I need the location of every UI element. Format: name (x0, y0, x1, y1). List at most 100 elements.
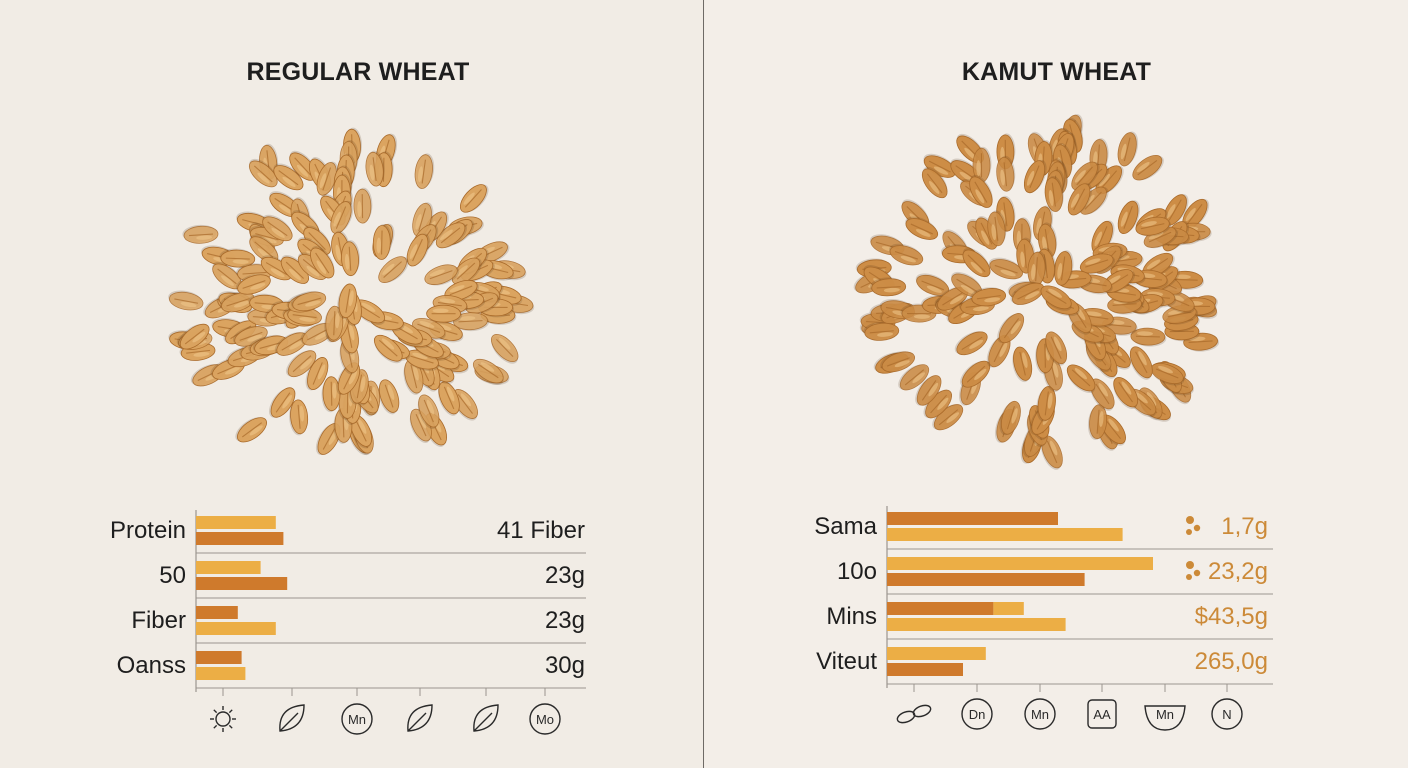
aa-jar-icon: AA (1087, 699, 1117, 729)
value-label: 1,7g (1221, 513, 1268, 540)
value-label: 23g (545, 562, 585, 589)
leaves-icon (279, 704, 305, 732)
bar-series-1 (887, 557, 1153, 570)
wheat-grain (997, 313, 1025, 344)
value-label: 23,2g (1208, 558, 1268, 585)
category-label: Viteut (816, 648, 877, 675)
svg-text:N: N (1222, 707, 1231, 722)
wheat-grain (898, 364, 930, 391)
wheat-grain (1036, 386, 1056, 422)
wheat-grain (1150, 362, 1185, 386)
wheat-grain (1010, 282, 1045, 305)
wheat-grain (962, 247, 991, 278)
wheat-grain (1079, 253, 1115, 275)
dn-circle-icon: Dn (961, 698, 993, 730)
kamut-wheat-title: KAMUT WHEAT (961, 58, 1152, 86)
wheat-grain (972, 146, 992, 183)
wheat-grain (373, 334, 403, 364)
wheat-grain (235, 417, 267, 443)
wheat-grain (417, 394, 440, 429)
wheat-grain (248, 158, 278, 188)
category-label: 50 (159, 562, 186, 589)
wheat-grain (372, 224, 392, 260)
wheat-grain (451, 257, 482, 285)
wheat-grain (378, 379, 400, 415)
wheat-grain (268, 387, 296, 418)
svg-text:Mn: Mn (1031, 707, 1049, 722)
wheat-grain (444, 279, 480, 302)
wheat-grain (905, 216, 939, 240)
wheat-grain (960, 360, 991, 388)
wheat-grain (330, 200, 354, 235)
category-label: Protein (110, 517, 186, 544)
value-label: $43,5g (1195, 603, 1268, 630)
wheat-grain (438, 381, 460, 416)
regular-wheat-title: REGULAR WHEAT (246, 58, 470, 86)
wheat-grain (1071, 161, 1100, 191)
wheat-grain (341, 240, 360, 277)
wheat-grain (1183, 332, 1220, 352)
regular-wheat-grain-pile (168, 127, 535, 456)
wheat-grain (1132, 155, 1164, 181)
n-circle-icon: N (1211, 698, 1243, 730)
wheat-grain (168, 290, 204, 311)
bar-series-2 (887, 573, 1085, 586)
wheat-grain (1066, 364, 1096, 394)
wheat-grain (1129, 346, 1153, 380)
wheat-grain (403, 359, 424, 395)
wheat-grain (324, 305, 344, 342)
wheat-grain (1182, 198, 1210, 229)
wheat-grain (1012, 346, 1033, 383)
bar-series-1 (887, 647, 986, 660)
mn-bowl-icon: Mn (1144, 705, 1186, 731)
wheat-grain (435, 222, 468, 249)
wheat-grain (1079, 186, 1109, 215)
mn-clock-icon: Mn (1024, 698, 1056, 730)
wheat-grain (235, 273, 271, 295)
wheat-grain (954, 331, 988, 356)
wheat-grain (273, 163, 304, 191)
wheat-grain (424, 264, 460, 286)
wheat-grain (1023, 159, 1047, 194)
wheat-grain (178, 323, 210, 350)
wheat-grain (1135, 216, 1172, 237)
wheat-grain (353, 187, 373, 224)
bar-series-2 (887, 528, 1123, 541)
bar-series-1 (196, 651, 242, 664)
wheat-grain (1130, 327, 1167, 347)
wheat-grain (310, 245, 335, 279)
bar-series-1 (887, 602, 994, 615)
wheat-grain (459, 184, 489, 213)
wheat-grain (870, 277, 907, 297)
wheat-grain (880, 351, 916, 373)
wheat-grain (1067, 183, 1092, 216)
wheat-grain (970, 287, 1007, 307)
wheat-grain (988, 257, 1023, 280)
chain-icon (896, 704, 932, 724)
wheat-grain (337, 283, 358, 319)
svg-text:Mn: Mn (1156, 707, 1174, 722)
wheat-grain (453, 312, 490, 332)
bar-series-1 (196, 561, 261, 574)
wheat-grain (262, 214, 293, 242)
wheat-grain (996, 155, 1016, 192)
carrot-icon (473, 704, 499, 732)
category-label: 10o (837, 558, 877, 585)
bar-series-1 (196, 606, 238, 619)
bar-series-2 (196, 667, 246, 680)
wheat-grain (414, 153, 435, 189)
seed-dots-icon (1186, 561, 1201, 580)
wheat-grain (969, 174, 993, 208)
panel-divider (703, 0, 704, 768)
svg-text:Mn: Mn (348, 712, 366, 727)
wheat-grain (1053, 250, 1074, 286)
kamut-wheat-grain-pile (853, 114, 1220, 470)
leaf-icon (407, 704, 433, 732)
wheat-grain (1027, 250, 1047, 287)
wheat-grain (472, 358, 504, 385)
bar-series-1-extension (993, 602, 1024, 615)
category-label: Fiber (131, 607, 186, 634)
svg-text:AA: AA (1093, 707, 1111, 722)
wheat-grain (1044, 331, 1068, 366)
wheat-grain (1117, 200, 1140, 235)
